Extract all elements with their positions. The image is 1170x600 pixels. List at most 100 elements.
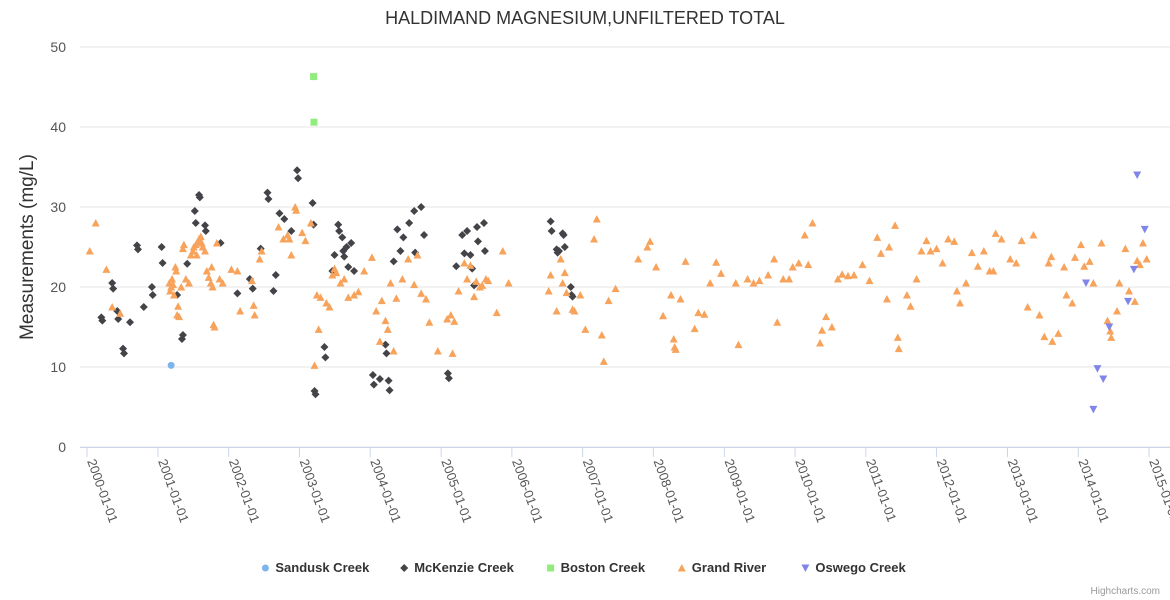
data-point[interactable] — [381, 340, 390, 349]
data-point[interactable] — [320, 343, 329, 351]
data-point[interactable] — [560, 243, 569, 251]
data-point[interactable] — [979, 247, 988, 255]
data-point[interactable] — [166, 287, 175, 295]
data-point[interactable] — [306, 219, 315, 227]
data-point[interactable] — [248, 284, 257, 293]
data-point[interactable] — [207, 263, 216, 271]
data-point[interactable] — [470, 292, 479, 301]
data-point[interactable] — [1113, 307, 1122, 315]
data-point[interactable] — [287, 251, 296, 259]
data-point[interactable] — [263, 188, 272, 197]
data-point[interactable] — [1106, 327, 1115, 335]
data-point[interactable] — [634, 255, 643, 263]
data-point[interactable] — [876, 249, 885, 257]
data-point[interactable] — [204, 273, 213, 281]
data-point[interactable] — [454, 287, 463, 295]
data-point[interactable] — [178, 244, 187, 253]
data-point[interactable] — [264, 195, 273, 203]
data-point[interactable] — [342, 243, 351, 251]
data-point[interactable] — [218, 279, 227, 287]
data-point[interactable] — [1076, 240, 1085, 249]
data-point[interactable] — [443, 315, 452, 323]
data-point[interactable] — [396, 247, 405, 255]
data-point[interactable] — [444, 374, 453, 383]
data-point[interactable] — [377, 296, 386, 305]
data-point[interactable] — [917, 247, 926, 255]
data-point[interactable] — [546, 217, 555, 226]
data-point[interactable] — [102, 265, 111, 273]
data-point[interactable] — [321, 353, 330, 362]
data-point[interactable] — [210, 323, 219, 331]
data-point[interactable] — [785, 275, 794, 283]
data-point[interactable] — [568, 292, 577, 301]
data-point[interactable] — [643, 243, 652, 251]
data-point[interactable] — [191, 219, 200, 227]
data-point[interactable] — [1012, 259, 1021, 267]
data-point[interactable] — [562, 288, 571, 297]
data-point[interactable] — [558, 279, 567, 287]
data-point[interactable] — [553, 248, 562, 257]
data-point[interactable] — [659, 311, 668, 320]
data-point[interactable] — [452, 262, 461, 271]
data-point[interactable] — [148, 291, 157, 299]
data-point[interactable] — [247, 276, 256, 285]
data-point[interactable] — [717, 269, 726, 277]
data-point[interactable] — [599, 357, 608, 365]
credits[interactable]: Highcharts.com — [1091, 586, 1160, 597]
data-point[interactable] — [944, 235, 953, 243]
data-point[interactable] — [1140, 225, 1149, 234]
data-point[interactable] — [384, 376, 393, 385]
data-point[interactable] — [1070, 253, 1079, 261]
data-point[interactable] — [269, 287, 278, 295]
data-point[interactable] — [360, 267, 369, 275]
data-point[interactable] — [91, 219, 100, 227]
data-point[interactable] — [731, 279, 740, 287]
data-point[interactable] — [749, 279, 758, 287]
data-point[interactable] — [417, 203, 426, 211]
data-point[interactable] — [322, 299, 331, 307]
data-point[interactable] — [478, 281, 487, 289]
data-point[interactable] — [556, 255, 565, 263]
data-point[interactable] — [671, 345, 680, 353]
data-point[interactable] — [335, 227, 344, 235]
data-point[interactable] — [504, 279, 513, 287]
data-point[interactable] — [279, 235, 288, 243]
data-point[interactable] — [833, 275, 842, 283]
data-point[interactable] — [195, 193, 204, 202]
data-point[interactable] — [340, 275, 349, 283]
data-point[interactable] — [604, 296, 613, 305]
data-point[interactable] — [1130, 297, 1139, 305]
legend-symbol[interactable] — [801, 564, 810, 573]
data-point[interactable] — [989, 267, 998, 275]
data-point[interactable] — [184, 279, 193, 287]
data-point[interactable] — [1089, 405, 1098, 414]
data-point[interactable] — [202, 267, 211, 275]
data-point[interactable] — [611, 284, 620, 293]
data-point[interactable] — [560, 268, 569, 277]
data-point[interactable] — [1105, 323, 1114, 332]
data-point[interactable] — [1054, 329, 1063, 337]
data-point[interactable] — [463, 275, 472, 283]
data-point[interactable] — [667, 291, 676, 299]
data-point[interactable] — [385, 386, 394, 395]
data-point[interactable] — [450, 317, 459, 325]
data-point[interactable] — [646, 237, 655, 245]
data-point[interactable] — [325, 303, 334, 311]
data-point[interactable] — [1097, 239, 1106, 247]
data-point[interactable] — [425, 318, 434, 326]
data-point[interactable] — [743, 275, 752, 283]
data-point[interactable] — [991, 229, 1000, 237]
data-point[interactable] — [484, 276, 493, 285]
legend-item[interactable]: McKenzie Creek — [400, 560, 515, 575]
data-point[interactable] — [1082, 279, 1091, 288]
data-point[interactable] — [433, 347, 442, 355]
data-point[interactable] — [902, 291, 911, 299]
data-point[interactable] — [950, 237, 959, 245]
data-point[interactable] — [170, 291, 179, 299]
data-point[interactable] — [389, 347, 398, 355]
data-point[interactable] — [189, 247, 198, 255]
data-point[interactable] — [816, 339, 825, 347]
data-point[interactable] — [581, 325, 590, 333]
data-point[interactable] — [922, 236, 931, 245]
data-point[interactable] — [1047, 252, 1056, 261]
